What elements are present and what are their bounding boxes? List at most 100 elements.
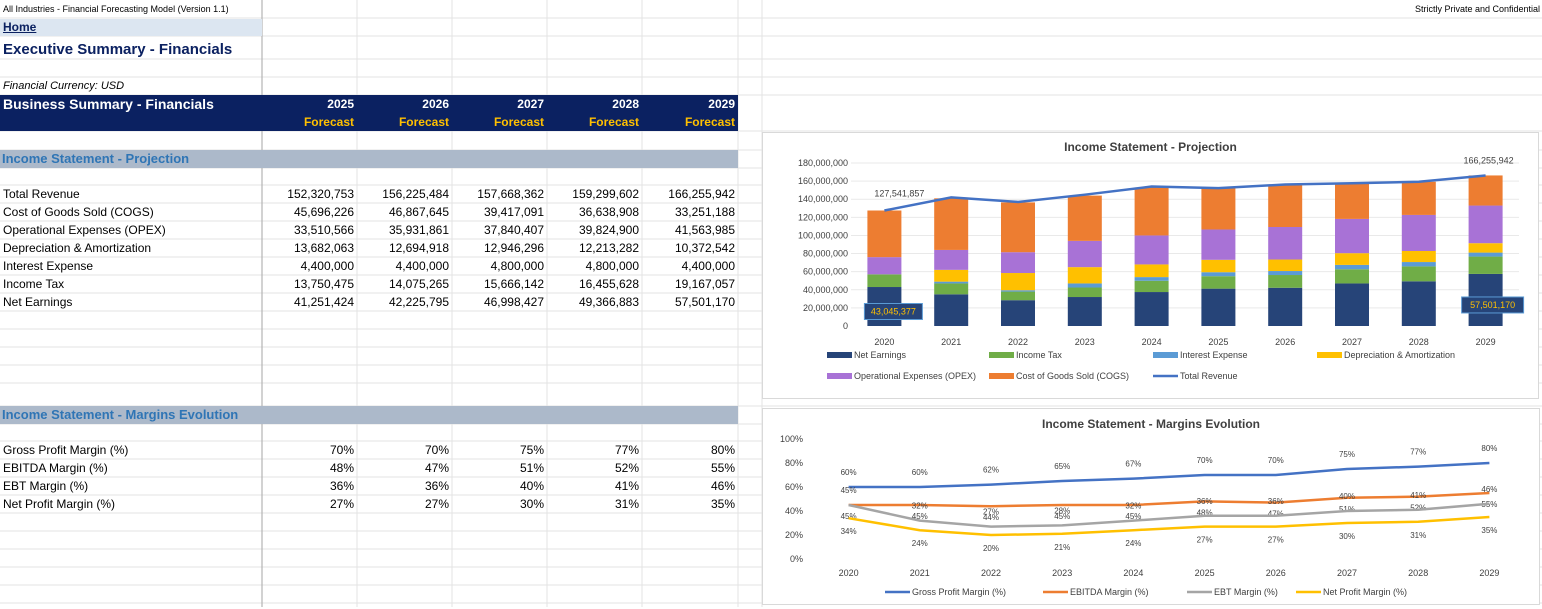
legend-label: Net Earnings <box>854 350 907 360</box>
margin-line <box>848 491 1490 508</box>
legend-label: Cost of Goods Sold (COGS) <box>1016 371 1129 381</box>
row-value: 47% <box>424 461 449 475</box>
header-year: 2026 <box>422 97 449 111</box>
model-title: All Industries - Financial Forecasting M… <box>3 4 229 14</box>
row-value: 33,510,566 <box>293 223 354 237</box>
row-value: 12,213,282 <box>578 241 639 255</box>
bar-segment <box>1401 181 1436 215</box>
row-value: 19,167,057 <box>674 277 735 291</box>
data-label: 51% <box>1339 505 1355 514</box>
header-forecast-label: Forecast <box>303 115 354 129</box>
bar-segment <box>1001 291 1035 301</box>
row-value: 4,400,000 <box>300 259 354 273</box>
bar-segment <box>934 249 969 270</box>
x-tick-label: 2028 <box>1409 337 1429 347</box>
row-value: 4,800,000 <box>490 259 544 273</box>
bar-segment <box>1201 288 1236 326</box>
bar-segment <box>1001 273 1035 291</box>
legend-swatch <box>827 352 852 358</box>
row-value: 55% <box>710 461 735 475</box>
margins-section-band <box>0 406 738 424</box>
income-projection-chart-svg: Income Statement - Projection 0 20,000,000… <box>798 140 1525 381</box>
bar-segment <box>1134 277 1169 281</box>
bar-segment <box>867 274 902 288</box>
row-value: 46,867,645 <box>388 205 449 219</box>
header-forecast-label: Forecast <box>493 115 544 129</box>
row-value: 12,946,296 <box>483 241 544 255</box>
income-projection-chart[interactable]: Income Statement - Projection 0 20,000,000… <box>762 132 1539 399</box>
bar-segment <box>1468 252 1503 257</box>
x-tick-label: 2024 <box>1123 568 1143 578</box>
legend-swatch <box>1317 352 1342 358</box>
row-label: Net Earnings <box>3 295 73 309</box>
y-tick-label: 120,000,000 <box>798 212 848 222</box>
row-value: 12,694,918 <box>388 241 449 255</box>
bar-segment <box>1335 269 1369 284</box>
data-label: 77% <box>1410 448 1426 457</box>
home-link[interactable]: Home <box>3 20 37 34</box>
row-value: 35,931,861 <box>388 223 449 237</box>
data-label: 32% <box>912 502 928 511</box>
bar-segment <box>934 281 969 284</box>
row-value: 42,225,795 <box>388 295 449 309</box>
row-label: Cost of Goods Sold (COGS) <box>3 205 154 219</box>
row-value: 77% <box>614 443 639 457</box>
legend-swatch <box>1153 352 1178 358</box>
x-tick-label: 2020 <box>874 337 894 347</box>
row-label: Interest Expense <box>3 259 94 273</box>
x-tick-label: 2023 <box>1052 568 1072 578</box>
row-value: 46,998,427 <box>483 295 544 309</box>
row-value: 70% <box>329 443 354 457</box>
row-value: 13,682,063 <box>293 241 354 255</box>
currency-label: Financial Currency: USD <box>3 80 125 92</box>
legend-label: Gross Profit Margin (%) <box>912 587 1006 597</box>
data-label: 45% <box>841 512 857 521</box>
bar-segment <box>934 294 969 326</box>
margins-evolution-chart[interactable]: Income Statement - Margins Evolution 0% 20… <box>762 408 1540 605</box>
total-revenue-line <box>884 174 1486 212</box>
data-label: 48% <box>1197 508 1213 517</box>
chart-title: Income Statement - Projection <box>1064 140 1237 154</box>
row-value: 46% <box>710 479 735 493</box>
data-label: 70% <box>1197 456 1213 465</box>
legend-label: Interest Expense <box>1180 350 1248 360</box>
income-statement-section-band <box>0 150 738 168</box>
margins-evolution-chart-svg: Income Statement - Margins Evolution 0% 20… <box>780 417 1499 597</box>
bar-segment <box>1134 187 1169 236</box>
data-label: 62% <box>983 466 999 475</box>
y-tick-label: 140,000,000 <box>798 194 848 204</box>
bar-segment <box>1268 259 1303 272</box>
data-label: 24% <box>912 539 928 548</box>
business-summary-title: Business Summary - Financials <box>3 96 214 112</box>
margin-line <box>848 515 1490 537</box>
x-tick-label: 2025 <box>1208 337 1228 347</box>
data-label: 21% <box>1054 543 1070 552</box>
data-label: 47% <box>1268 510 1284 519</box>
bar-segment <box>1268 184 1303 227</box>
row-value: 4,400,000 <box>681 259 735 273</box>
y-tick-label: 0 <box>843 321 848 331</box>
margins-section-title: Income Statement - Margins Evolution <box>2 407 239 422</box>
confidential-label: Strictly Private and Confidential <box>1414 4 1540 14</box>
row-value: 33,251,188 <box>674 205 735 219</box>
home-cell[interactable]: Home <box>0 19 262 36</box>
row-value: 49,366,883 <box>578 295 639 309</box>
data-label: 67% <box>1125 460 1141 469</box>
data-label: 27% <box>1197 536 1213 545</box>
revenue-label-last: 166,255,942 <box>1464 155 1514 165</box>
data-label: 31% <box>1410 531 1426 540</box>
data-label: 32% <box>1125 502 1141 511</box>
x-tick-label: 2020 <box>839 568 859 578</box>
data-label: 30% <box>1339 532 1355 541</box>
x-tick-label: 2021 <box>941 337 961 347</box>
y-tick-label: 40,000,000 <box>803 285 848 295</box>
y-tick-label: 20,000,000 <box>803 303 848 313</box>
data-label: 28% <box>1054 506 1070 515</box>
legend-label: Depreciation & Amortization <box>1344 350 1455 360</box>
data-label: 45% <box>912 512 928 521</box>
row-value: 39,824,900 <box>578 223 639 237</box>
data-label: 60% <box>912 468 928 477</box>
earnings-label-first: 43,045,377 <box>871 307 916 317</box>
data-label: 46% <box>1481 485 1497 494</box>
bar-segment <box>1401 281 1436 326</box>
